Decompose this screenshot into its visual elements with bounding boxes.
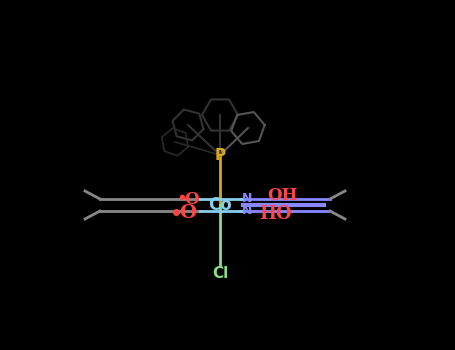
Text: P: P bbox=[214, 147, 226, 162]
Text: HO: HO bbox=[259, 205, 291, 223]
Text: Co: Co bbox=[208, 196, 232, 214]
Text: OH: OH bbox=[267, 188, 297, 204]
Text: O: O bbox=[179, 204, 197, 222]
Text: N: N bbox=[242, 193, 252, 205]
Text: N: N bbox=[242, 204, 252, 217]
Text: O: O bbox=[185, 190, 199, 208]
Text: Cl: Cl bbox=[212, 266, 228, 280]
